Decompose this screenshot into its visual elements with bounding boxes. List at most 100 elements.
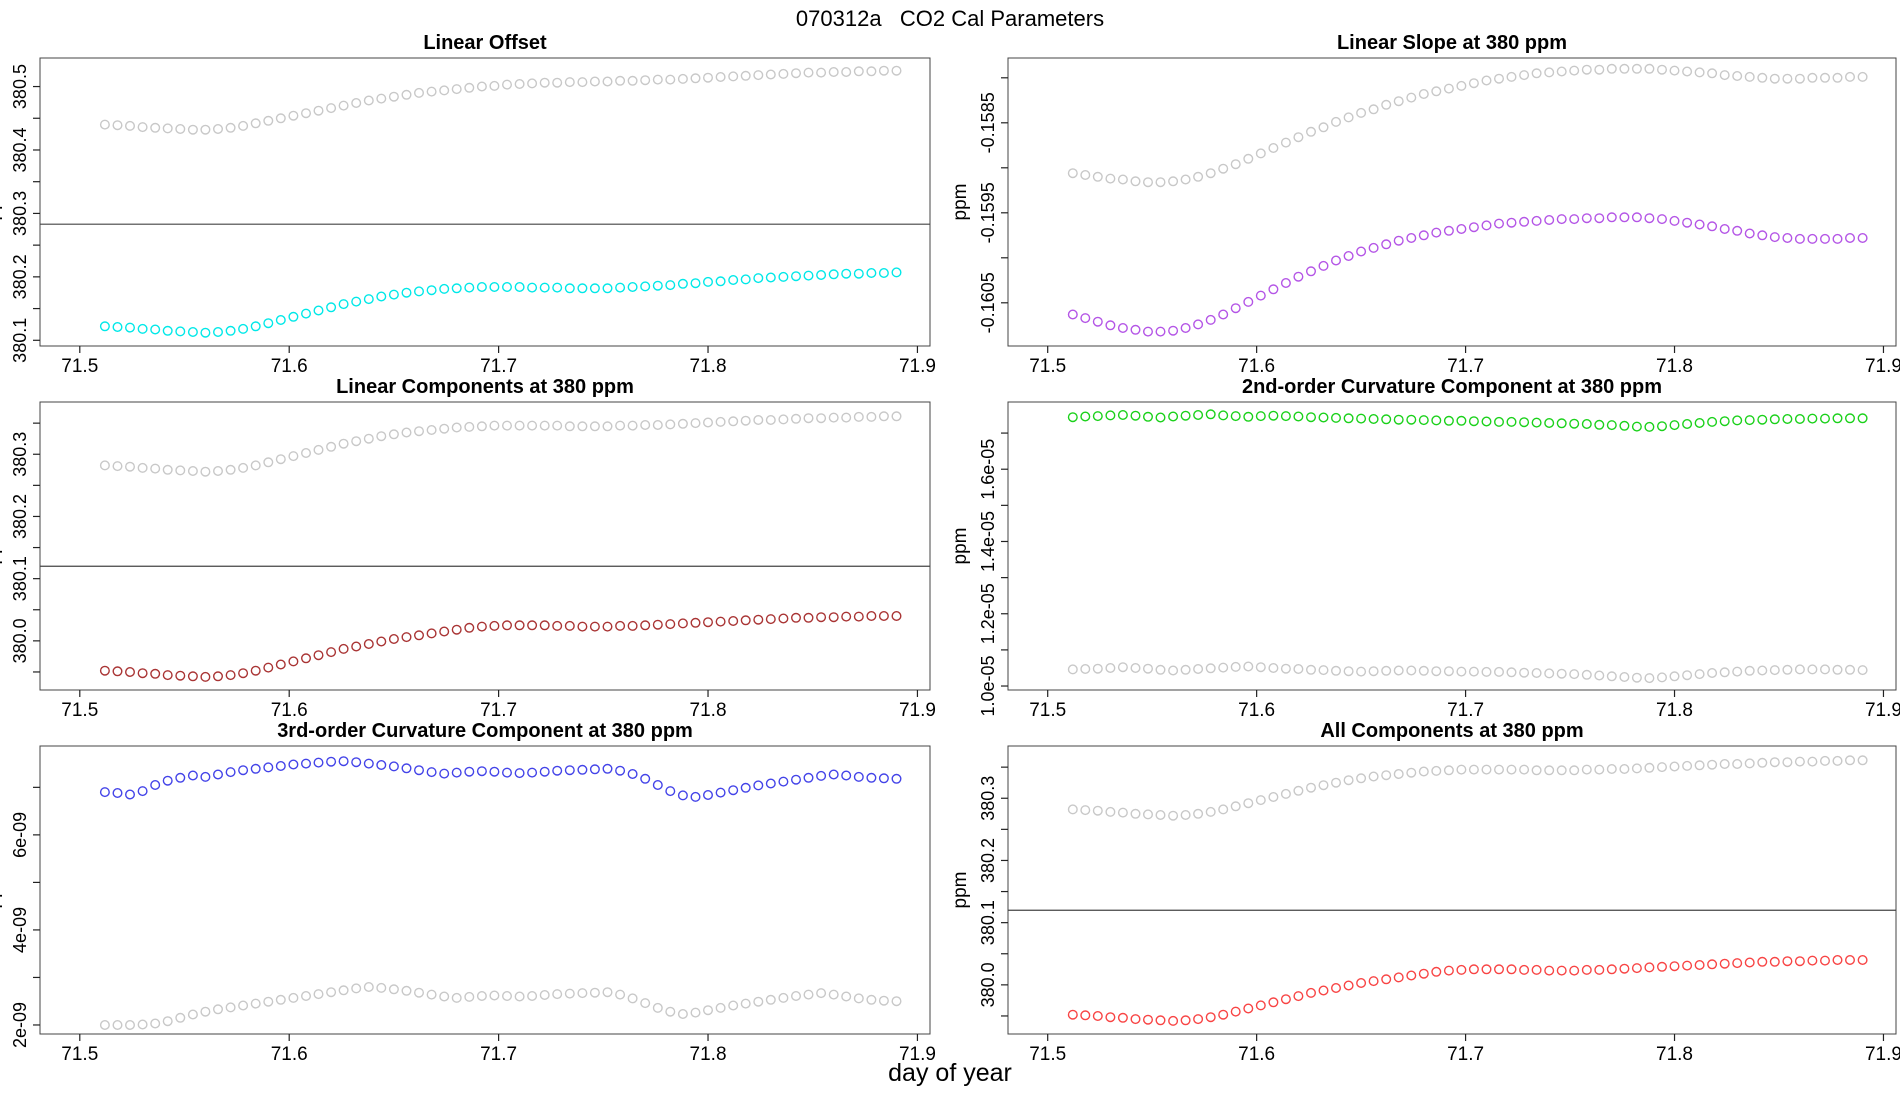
y-tick-label: 380.3 [10,191,30,236]
data-point [539,420,550,431]
data-point [175,465,186,476]
data-point [1406,767,1417,778]
plot-box [39,401,931,691]
data-point [363,433,374,444]
data-point [715,787,726,798]
data-point [1105,806,1116,817]
data-point [1243,798,1254,809]
data-point [502,767,513,778]
data-point [1218,309,1229,320]
data-point [313,444,324,455]
data-point [1782,664,1793,675]
y-tick-label: 380.2 [10,494,30,539]
data-point [791,612,802,623]
data-point [1293,271,1304,282]
data-point [514,282,525,293]
data-point [1556,765,1567,776]
data-point [1694,418,1705,429]
data-point [1468,764,1479,775]
data-point [1193,1014,1204,1025]
data-point [1456,415,1467,426]
data-point [703,276,714,287]
data-point [338,756,349,767]
data-point [677,1009,688,1020]
data-point [1255,662,1266,673]
data-point [753,273,764,284]
data-point [740,615,751,626]
data-point [1418,230,1429,241]
data-point [1368,771,1379,782]
data-point [602,987,613,998]
data-point [1832,233,1843,244]
data-point [1807,756,1818,767]
data-point [1180,174,1191,185]
data-point [1544,418,1555,429]
data-point [1707,221,1718,232]
data-point [1293,785,1304,796]
data-point [225,325,236,336]
data-point [1393,414,1404,425]
data-point [1268,997,1279,1008]
data-point [451,624,462,635]
data-point [426,628,437,639]
plot-box [1007,745,1897,1035]
x-tick-label: 71.8 [1656,700,1693,721]
data-point [1105,410,1116,421]
data-point [1794,414,1805,425]
data-point [1606,212,1617,223]
y-tick-label: 2e-09 [10,1002,30,1048]
data-point [1732,666,1743,677]
data-point [1368,104,1379,115]
data-point [1857,665,1868,676]
data-point [589,421,600,432]
series-reference [1067,661,1868,684]
data-point [1168,810,1179,821]
data-point [1656,421,1667,432]
data-point [464,421,475,432]
data-point [1719,416,1730,427]
data-point [1393,665,1404,676]
data-point [1594,213,1605,224]
x-tick-label: 71.9 [899,700,936,721]
data-point [615,420,626,431]
data-point [464,622,475,633]
data-point [212,466,223,477]
data-point [589,764,600,775]
data-point [791,413,802,424]
data-point [225,767,236,778]
x-tick-label: 71.9 [1865,1044,1900,1065]
data-point [99,119,110,130]
data-point [476,282,487,293]
data-point [464,282,475,293]
data-point [1844,955,1855,966]
data-point [1807,664,1818,675]
data-point [1606,764,1617,775]
data-point [1493,73,1504,84]
data-point [1443,666,1454,677]
y-tick-label: 1.6e-05 [978,439,998,500]
data-point [1807,413,1818,424]
data-point [552,765,563,776]
data-point [1594,964,1605,975]
data-point [690,617,701,628]
data-point [1669,215,1680,226]
data-point [313,105,324,116]
y-tick-label: -0.1595 [978,182,998,243]
data-point [1180,323,1191,334]
data-point [175,1012,186,1023]
data-point [1168,325,1179,336]
data-point [1105,1012,1116,1023]
data-point [514,78,525,89]
data-point [1142,809,1153,820]
data-point [1205,806,1216,817]
data-point [414,426,425,437]
data-point [1531,68,1542,79]
data-point [1468,964,1479,975]
data-point [1807,72,1818,83]
data-point [539,620,550,631]
data-point [753,415,764,426]
data-point [1330,412,1341,423]
data-point [1356,246,1367,257]
series-reference [1067,63,1868,188]
data-point [225,670,236,681]
